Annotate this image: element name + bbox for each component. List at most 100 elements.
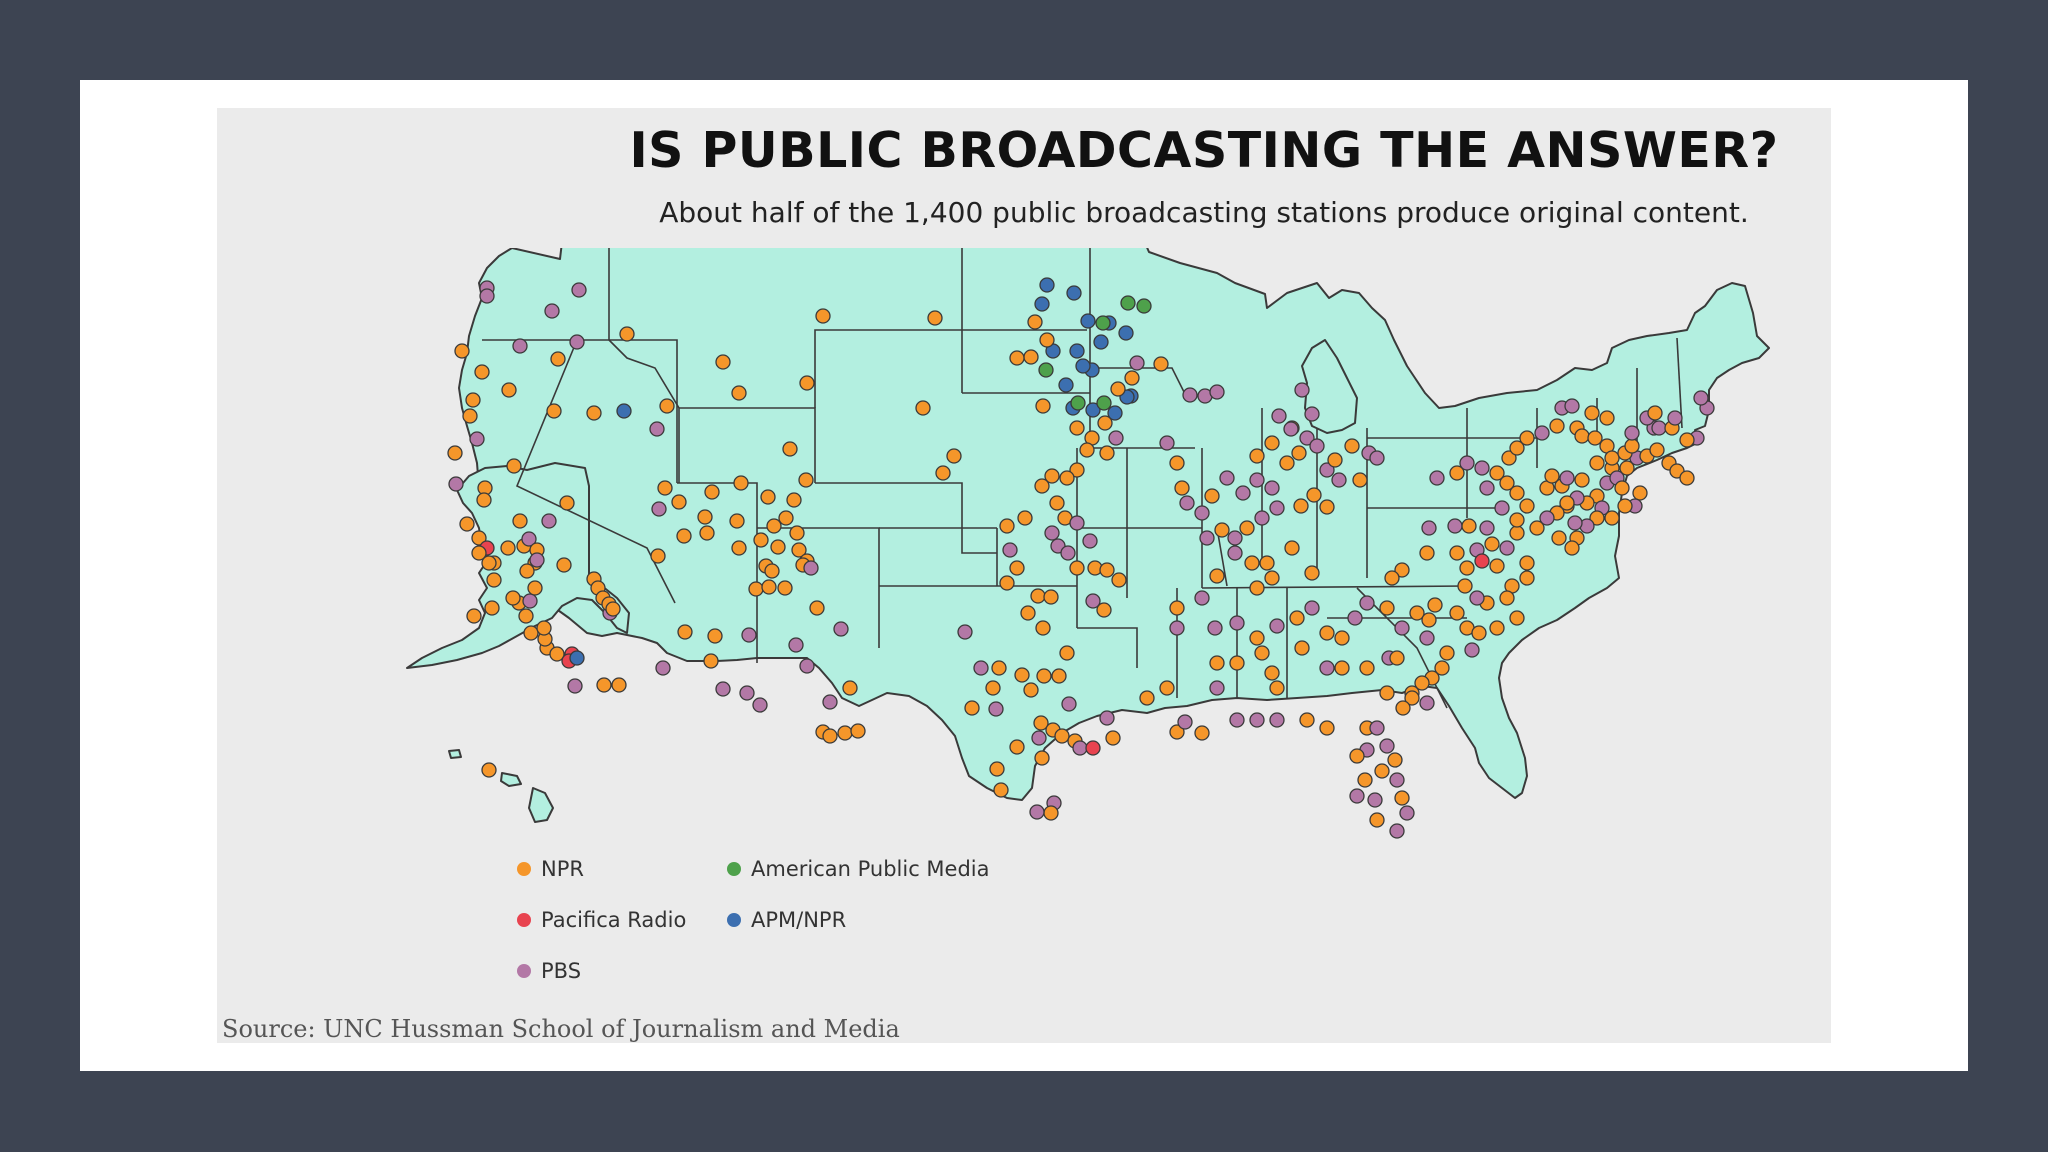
npr-station-dot bbox=[842, 680, 858, 696]
pbs-station-dot bbox=[1564, 398, 1580, 414]
npr-station-dot bbox=[1421, 612, 1437, 628]
pbs-station-dot bbox=[1693, 390, 1709, 406]
pbs-station-dot bbox=[1347, 610, 1363, 626]
npr-station-dot bbox=[596, 677, 612, 693]
pbs-station-dot bbox=[1559, 470, 1575, 486]
pbs-station-dot bbox=[957, 624, 973, 640]
npr-station-dot bbox=[550, 351, 566, 367]
npr-station-dot bbox=[676, 528, 692, 544]
legend-pbs-label: PBS bbox=[541, 959, 582, 983]
apm-station-dot bbox=[1070, 395, 1086, 411]
pbs-station-dot bbox=[1060, 545, 1076, 561]
npr-station-dot bbox=[770, 539, 786, 555]
pbs-station-dot bbox=[1667, 410, 1683, 426]
npr-station-dot bbox=[1484, 536, 1500, 552]
pbs-station-dot bbox=[1219, 470, 1235, 486]
npr-station-dot bbox=[1647, 405, 1663, 421]
pbs-station-dot bbox=[1254, 510, 1270, 526]
npr-station-dot bbox=[1334, 630, 1350, 646]
npr-station-dot bbox=[462, 408, 478, 424]
npr-station-dot bbox=[782, 441, 798, 457]
npr-station-dot bbox=[1036, 668, 1052, 684]
npr-station-dot bbox=[991, 660, 1007, 676]
npr-station-dot bbox=[1239, 520, 1255, 536]
pbs-station-dot bbox=[1499, 540, 1515, 556]
npr-station-dot bbox=[1389, 650, 1405, 666]
apmnpr-station-dot bbox=[1034, 296, 1050, 312]
npr-station-dot bbox=[1264, 665, 1280, 681]
state-border-11 bbox=[815, 482, 997, 554]
state-border-4 bbox=[677, 482, 758, 663]
npr-station-dot bbox=[1457, 578, 1473, 594]
npr-station-dot bbox=[1427, 597, 1443, 613]
pbs-station-dot bbox=[1229, 615, 1245, 631]
pbs-station-dot bbox=[1179, 495, 1195, 511]
pbs-station-dot bbox=[739, 685, 755, 701]
legend-npr-label: NPR bbox=[541, 857, 584, 881]
npr-station-dot bbox=[1059, 470, 1075, 486]
pbs-station-dot bbox=[1399, 805, 1415, 821]
npr-station-dot bbox=[605, 601, 621, 617]
npr-station-dot bbox=[1344, 438, 1360, 454]
npr-station-dot bbox=[764, 563, 780, 579]
npr-station-dot bbox=[1049, 495, 1065, 511]
npr-station-dot bbox=[1584, 405, 1600, 421]
pbs-station-dot bbox=[1194, 590, 1210, 606]
npr-station-dot bbox=[546, 403, 562, 419]
npr-station-dot bbox=[1044, 468, 1060, 484]
npr-station-dot bbox=[1194, 725, 1210, 741]
pbs-station-dot bbox=[1177, 714, 1193, 730]
npr-station-dot bbox=[1054, 728, 1070, 744]
npr-station-dot bbox=[1549, 418, 1565, 434]
npr-station-dot bbox=[1559, 495, 1575, 511]
npr-station-dot bbox=[1009, 560, 1025, 576]
npr-station-dot bbox=[1327, 452, 1343, 468]
npr-station-dot bbox=[1269, 680, 1285, 696]
npr-station-dot bbox=[1589, 510, 1605, 526]
hawaii-big-island bbox=[528, 787, 554, 823]
npr-station-dot bbox=[697, 509, 713, 525]
npr-station-dot bbox=[777, 580, 793, 596]
pbs-station-dot bbox=[1227, 530, 1243, 546]
pbs-station-dot bbox=[1269, 712, 1285, 728]
legend-pbs: PBS bbox=[517, 959, 581, 983]
npr-station-dot bbox=[927, 310, 943, 326]
npr-station-dot bbox=[1304, 565, 1320, 581]
npr-station-dot bbox=[1249, 630, 1265, 646]
npr-station-dot bbox=[1014, 667, 1030, 683]
pbs-station-dot bbox=[1469, 590, 1485, 606]
npr-station-dot bbox=[1204, 488, 1220, 504]
npr-station-dot bbox=[1319, 499, 1335, 515]
npr-station-dot bbox=[1551, 530, 1567, 546]
npr-station-dot bbox=[1449, 605, 1465, 621]
npr-station-dot bbox=[1009, 739, 1025, 755]
legend-pacifica-dot bbox=[517, 913, 531, 927]
pbs-station-dot bbox=[1319, 660, 1335, 676]
npr-station-dot bbox=[1264, 435, 1280, 451]
pbs-station-dot bbox=[1299, 430, 1315, 446]
npr-station-dot bbox=[1209, 568, 1225, 584]
pbs-station-dot bbox=[833, 621, 849, 637]
pbs-station-dot bbox=[1369, 720, 1385, 736]
us-map bbox=[406, 248, 1770, 839]
pbs-station-dot bbox=[1207, 620, 1223, 636]
npr-station-dot bbox=[1519, 570, 1535, 586]
npr-station-dot bbox=[1499, 590, 1515, 606]
apmnpr-station-dot bbox=[1075, 358, 1091, 374]
npr-station-dot bbox=[1034, 478, 1050, 494]
npr-station-dot bbox=[523, 625, 539, 641]
pbs-station-dot bbox=[1044, 525, 1060, 541]
npr-station-dot bbox=[1279, 455, 1295, 471]
pbs-station-dot bbox=[1379, 738, 1395, 754]
pbs-station-dot bbox=[1534, 425, 1550, 441]
npr-station-dot bbox=[1306, 487, 1322, 503]
npr-station-dot bbox=[657, 480, 673, 496]
pbs-station-dot bbox=[569, 334, 585, 350]
npr-station-dot bbox=[1374, 763, 1390, 779]
npr-station-dot bbox=[471, 530, 487, 546]
pbs-station-dot bbox=[1194, 505, 1210, 521]
npr-station-dot bbox=[1153, 356, 1169, 372]
npr-station-dot bbox=[837, 725, 853, 741]
infographic: IS PUBLIC BROADCASTING THE ANSWER? About… bbox=[217, 108, 1831, 1043]
npr-station-dot bbox=[484, 600, 500, 616]
